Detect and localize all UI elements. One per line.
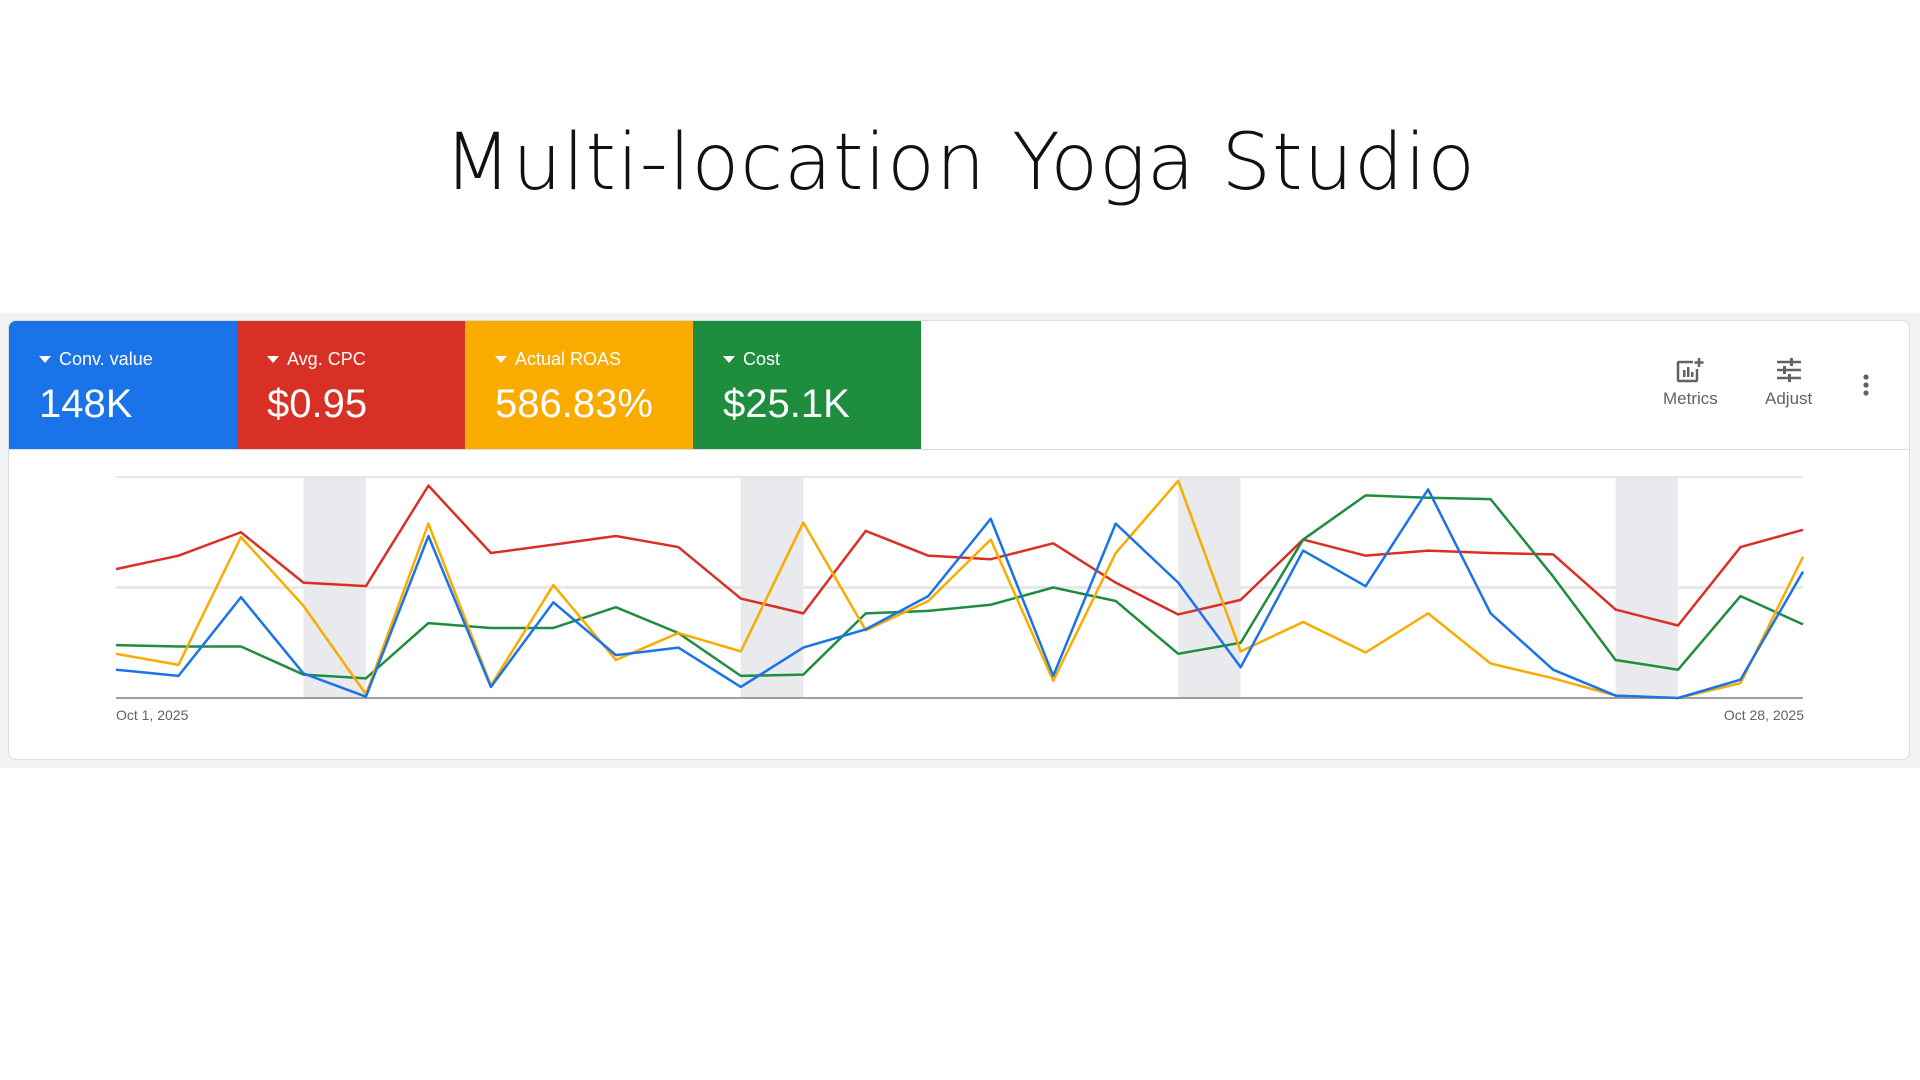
scorecard-cost[interactable]: Cost $25.1K xyxy=(693,321,921,449)
more-vert-icon xyxy=(1863,374,1869,396)
performance-card: Conv. value 148K Avg. CPC $0.95 Actual R… xyxy=(8,320,1910,760)
series-line-actual-roas xyxy=(115,479,1805,700)
x-axis-start-label: Oct 1, 2025 xyxy=(116,707,189,723)
scorecard-value: 148K xyxy=(39,382,133,426)
dropdown-arrow-icon xyxy=(723,356,735,363)
x-axis-end-label: Oct 28, 2025 xyxy=(1723,707,1804,723)
dropdown-arrow-icon xyxy=(495,356,507,363)
series-line-conv-value xyxy=(115,488,1805,700)
add-chart-icon xyxy=(1677,357,1706,383)
adjust-label: Adjust xyxy=(1765,389,1813,408)
scorecard-value: $25.1K xyxy=(723,382,850,426)
header-divider xyxy=(9,449,1909,450)
tune-icon xyxy=(1776,358,1801,382)
scorecard-avg-cpc[interactable]: Avg. CPC $0.95 xyxy=(237,321,465,449)
line-chart xyxy=(115,476,1805,700)
scorecards: Conv. value 148K Avg. CPC $0.95 Actual R… xyxy=(9,321,921,449)
scorecard-label: Cost xyxy=(743,349,781,369)
scorecard-label: Avg. CPC xyxy=(287,349,366,369)
scorecard-conv-value[interactable]: Conv. value 148K xyxy=(9,321,237,449)
dropdown-arrow-icon xyxy=(267,356,279,363)
scorecard-value: $0.95 xyxy=(267,382,368,426)
page-title: Multi-location Yoga Studio xyxy=(444,118,1476,208)
metrics-label: Metrics xyxy=(1663,389,1718,408)
series-line-cost xyxy=(115,494,1804,680)
scorecard-value: 586.83% xyxy=(495,382,653,426)
dropdown-arrow-icon xyxy=(39,356,51,363)
adjust-button[interactable]: Adjust xyxy=(1765,357,1812,409)
scorecard-actual-roas[interactable]: Actual ROAS 586.83% xyxy=(465,321,693,449)
scorecard-label: Conv. value xyxy=(59,349,153,369)
scorecard-label: Actual ROAS xyxy=(515,349,622,369)
metrics-button[interactable]: Metrics xyxy=(1663,357,1718,409)
more-options-button[interactable] xyxy=(1861,373,1871,402)
